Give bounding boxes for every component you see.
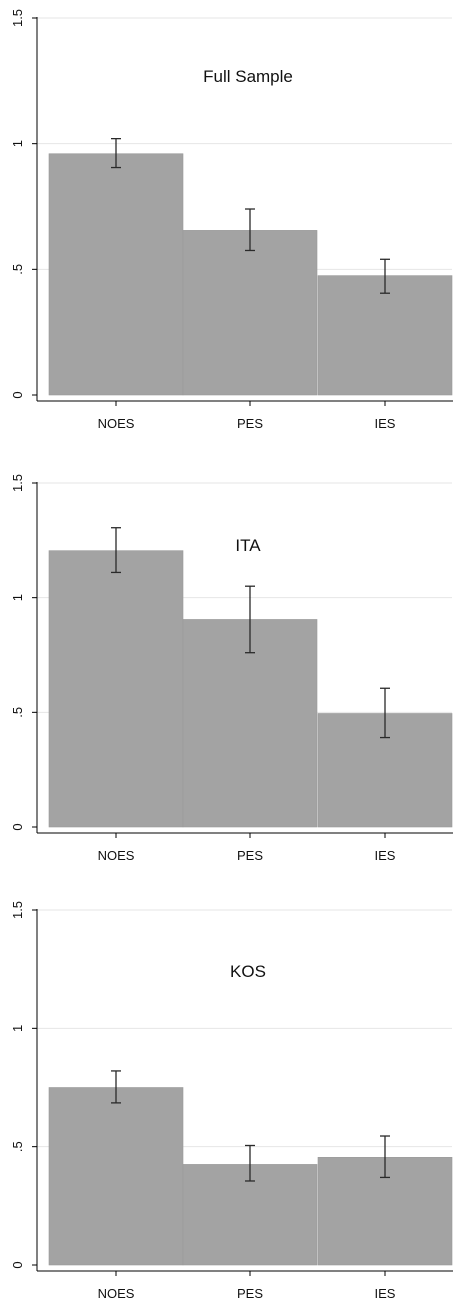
y-tick-label: 1.5 [10, 9, 25, 27]
x-tick-label-ies: IES [375, 1286, 396, 1301]
error-bar-ies [380, 258, 390, 294]
bar-noes [48, 153, 184, 396]
bar-pes [182, 619, 318, 828]
chart-title: ITA [235, 536, 261, 555]
y-tick-label: .5 [10, 1141, 25, 1152]
chart-panel-1: 0 .5 1 1.5 NOES PES IES Full Sample [10, 9, 453, 431]
x-tick-label-pes: PES [237, 848, 263, 863]
x-tick-label-pes: PES [237, 416, 263, 431]
y-tick-label: 0 [10, 391, 25, 398]
bar-noes [48, 1087, 184, 1266]
y-tick-label: .5 [10, 707, 25, 718]
x-tick-label-noes: NOES [98, 416, 135, 431]
x-tick-label-noes: NOES [98, 848, 135, 863]
chart-panel-2: 0 .5 1 1.5 NOES PES IES ITA [10, 474, 453, 863]
error-bar-ies [380, 687, 390, 739]
y-tick-label: 1.5 [10, 901, 25, 919]
error-bar-pes [245, 585, 255, 654]
x-tick-label-ies: IES [375, 416, 396, 431]
y-tick-label: .5 [10, 264, 25, 275]
y-tick-label: 1.5 [10, 474, 25, 492]
y-tick-label: 1 [10, 1025, 25, 1032]
error-bar-ies [380, 1135, 390, 1179]
error-bar-noes [111, 527, 121, 574]
y-tick-label: 0 [10, 823, 25, 830]
y-tick-label: 1 [10, 594, 25, 601]
error-bar-pes [245, 1144, 255, 1182]
chart-title: Full Sample [203, 67, 293, 86]
chart-title: KOS [230, 962, 266, 981]
bar-ies [317, 275, 453, 396]
y-tick-label: 0 [10, 1261, 25, 1268]
chart-panel-3: 0 .5 1 1.5 NOES PES IES KOS [10, 901, 453, 1301]
x-tick-label-ies: IES [375, 848, 396, 863]
bar-noes [48, 550, 184, 828]
error-bar-noes [111, 1070, 121, 1104]
x-tick-label-noes: NOES [98, 1286, 135, 1301]
y-tick-label: 1 [10, 140, 25, 147]
error-bar-noes [111, 137, 121, 169]
error-bar-pes [245, 208, 255, 252]
bar-pes [182, 230, 318, 396]
x-tick-label-pes: PES [237, 1286, 263, 1301]
